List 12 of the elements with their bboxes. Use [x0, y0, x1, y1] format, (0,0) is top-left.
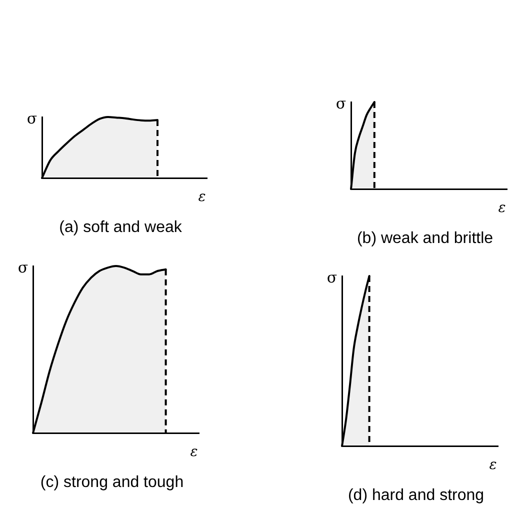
- y-axis-title: σ: [26, 110, 38, 128]
- y-axis-title: σ: [336, 94, 346, 112]
- text: (a) soft and weak: [59, 219, 182, 236]
- x-axis-title: ε: [198, 189, 206, 205]
- x-axis-title: ε: [190, 444, 198, 460]
- text: (c) strong and tough: [40, 474, 184, 491]
- y-axis-title: σ: [18, 258, 28, 276]
- x-axis-title: ε: [489, 457, 497, 473]
- text: (b) weak and brittle: [356, 230, 494, 247]
- y-axis-title: σ: [326, 268, 338, 286]
- x-axis-title: ε: [498, 200, 506, 216]
- text: (d) hard and strong: [348, 487, 484, 504]
